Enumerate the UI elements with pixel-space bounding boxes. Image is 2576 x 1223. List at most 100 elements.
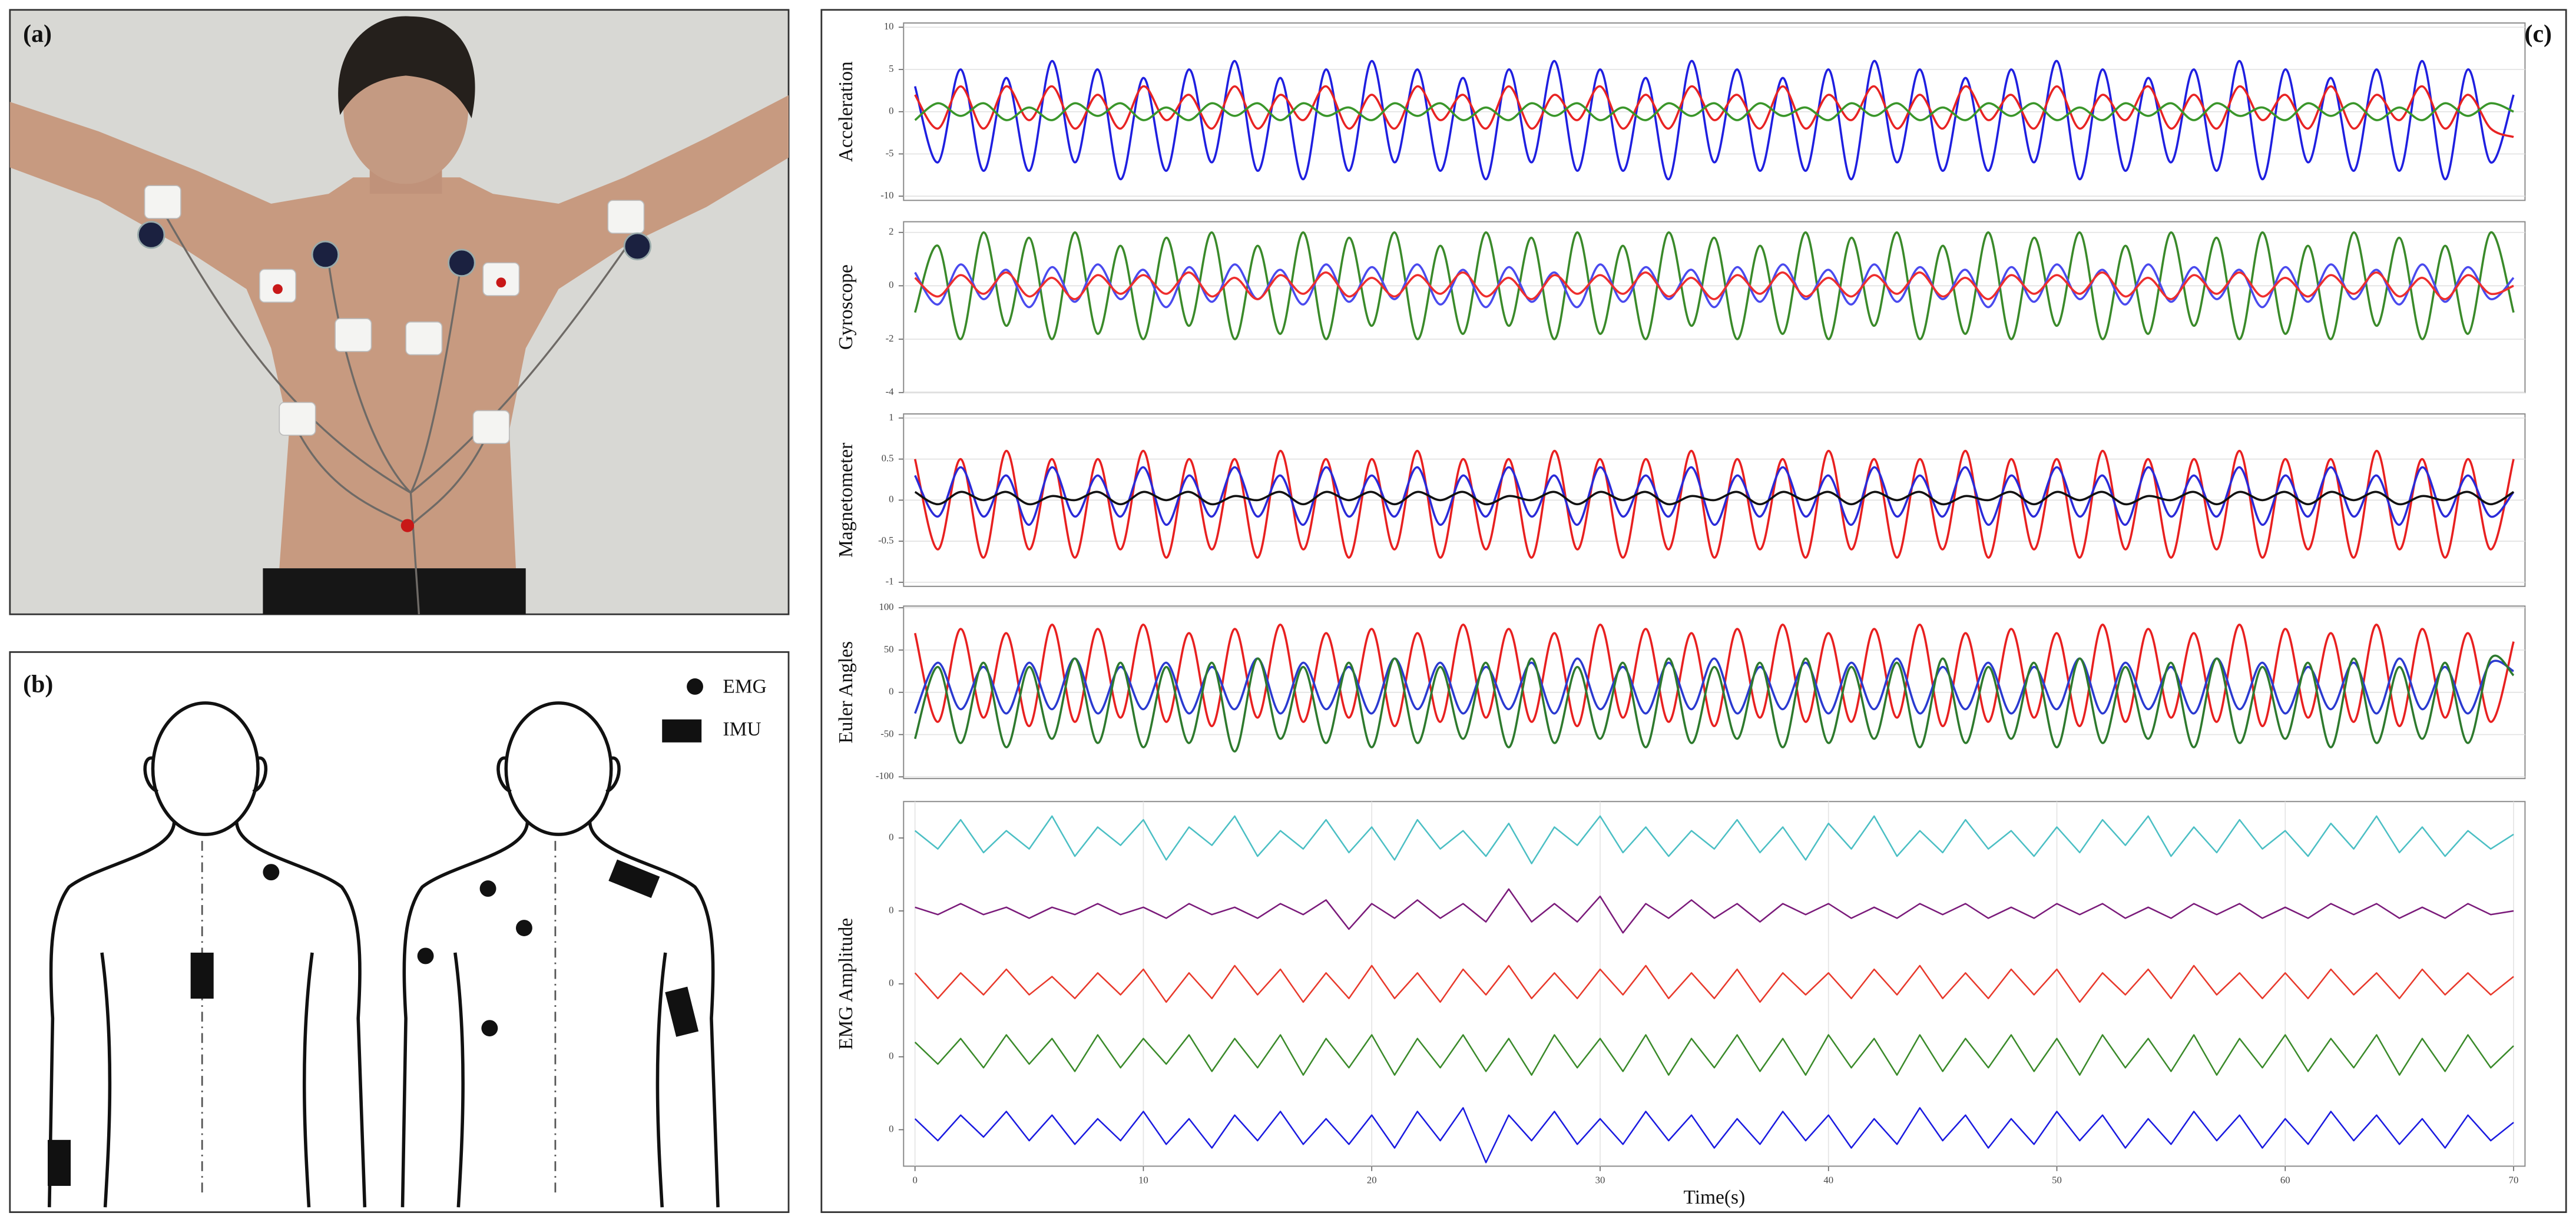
left-outline	[400, 821, 529, 1208]
panel-label: (a)	[23, 21, 52, 48]
signal-line	[914, 85, 2514, 138]
electrode	[472, 410, 510, 444]
x-axis-title: Time(s)	[1683, 1186, 1745, 1208]
emg-dot	[481, 1020, 498, 1037]
y-tick-label: 0	[889, 279, 893, 290]
panel-label: (c)	[2525, 21, 2552, 48]
y-tick-label: 0.5	[882, 452, 894, 463]
snap	[273, 284, 283, 294]
y-tick-label: -1	[886, 576, 894, 587]
signal-line	[914, 271, 2514, 300]
y-tick-label: 0	[889, 977, 893, 989]
y-tick-label: 0	[889, 1123, 893, 1134]
torso	[9, 95, 789, 569]
imu-sensors	[137, 221, 652, 277]
arm-lines	[453, 952, 667, 1208]
plot-frame	[903, 221, 2526, 393]
y-tick-label: -2	[886, 333, 894, 344]
signal-line	[914, 965, 2514, 1003]
x-tick-label: 0	[912, 1174, 917, 1185]
back-body	[400, 701, 720, 1208]
x-tick-label: 50	[2052, 1174, 2062, 1185]
legend-label: EMG	[723, 675, 766, 697]
electrode	[607, 200, 645, 234]
emg-dot	[515, 920, 532, 936]
electrode-snaps	[273, 277, 506, 532]
y-axis-title: Magnetometer	[835, 443, 857, 558]
y-tick-label: 0	[889, 904, 893, 916]
ears	[496, 756, 621, 794]
y-tick-label: 50	[884, 644, 894, 655]
imu-sensor	[623, 232, 652, 261]
imu-rect	[665, 986, 699, 1037]
electrodes	[144, 185, 645, 444]
imu-rect	[190, 952, 214, 999]
x-tick-label: 10	[1138, 1174, 1148, 1185]
y-axis-title: Gyroscope	[835, 264, 857, 350]
x-tick-label: 60	[2280, 1174, 2290, 1185]
emg-dot	[263, 864, 280, 881]
y-tick-label: -50	[880, 728, 893, 739]
x-tick-label: 30	[1595, 1174, 1605, 1185]
head-outline	[151, 701, 260, 836]
y-tick-label: 100	[879, 601, 893, 612]
plot-frame	[903, 801, 2526, 1167]
imu-sites	[47, 859, 699, 1186]
snap	[400, 519, 415, 532]
signal-line	[914, 1107, 2514, 1164]
y-tick-label: 0	[889, 686, 893, 697]
electrode	[405, 321, 443, 356]
x-tick-label: 40	[1823, 1174, 1833, 1185]
y-tick-label: 10	[884, 21, 894, 32]
hair	[338, 16, 475, 118]
x-tick-label: 20	[1367, 1174, 1377, 1185]
panel-label: (b)	[23, 671, 53, 698]
y-tick-label: -5	[886, 147, 894, 158]
signal-line	[914, 815, 2514, 864]
signal-charts: Acceleration-10-50510Gyroscope-4-202Magn…	[835, 21, 2526, 1208]
emg-sites	[263, 864, 532, 1037]
legend-label: IMU	[723, 718, 761, 740]
photo-panel: (a)	[9, 9, 790, 615]
signal-line	[913, 657, 2514, 715]
right-outline	[588, 821, 720, 1208]
legend-imu-marker	[662, 719, 702, 743]
signal-line	[913, 449, 2515, 559]
y-tick-label: 0	[889, 831, 893, 843]
left-outline	[47, 821, 176, 1208]
y-axis-title: Euler Angles	[835, 641, 857, 744]
y-tick-label: 5	[889, 63, 893, 74]
signal-line	[914, 466, 2515, 526]
diagram-panel: EMG IMU (b)	[9, 651, 790, 1213]
arm-lines	[100, 952, 314, 1208]
signal-line	[914, 102, 2514, 121]
y-tick-label: 1	[889, 412, 893, 423]
signal-line	[914, 1034, 2514, 1076]
legend-emg-marker	[687, 678, 703, 695]
right-outline	[234, 821, 367, 1208]
wires	[163, 213, 634, 615]
x-tick-label: 70	[2509, 1174, 2519, 1185]
y-axis-title: Acceleration	[835, 61, 857, 162]
signal-line	[915, 888, 2514, 934]
emg-dot	[479, 880, 496, 897]
head-outline	[504, 701, 613, 836]
y-tick-label: 0	[889, 493, 893, 505]
signal-line	[913, 654, 2515, 753]
imu-sensor	[311, 240, 340, 269]
snap	[496, 277, 506, 288]
y-tick-label: 0	[889, 105, 893, 117]
shorts	[263, 568, 526, 615]
signal-line	[913, 624, 2515, 727]
y-tick-label: 0	[889, 1050, 893, 1062]
y-tick-label: -100	[876, 770, 894, 781]
imu-rect	[608, 859, 660, 899]
front-body	[47, 701, 367, 1208]
y-tick-label: 2	[889, 226, 893, 237]
y-tick-label: -4	[886, 386, 895, 397]
emg-dot	[417, 947, 434, 965]
electrode	[335, 318, 372, 352]
y-tick-label: -0.5	[878, 535, 893, 546]
